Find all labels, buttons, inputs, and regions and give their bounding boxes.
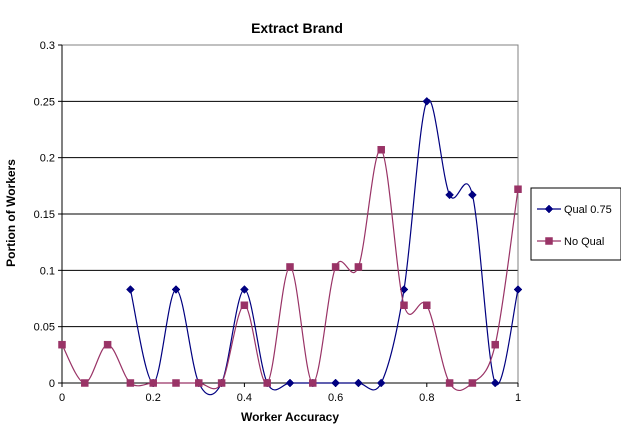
data-point-no-qual — [217, 379, 226, 387]
data-point-no-qual — [149, 379, 157, 387]
data-point-qual-0-75 — [376, 378, 386, 388]
data-point-no-qual — [240, 301, 249, 310]
series-line-qual-0-75 — [129, 98, 519, 396]
data-point-no-qual — [81, 379, 89, 387]
legend-box — [530, 187, 621, 261]
data-point-qual-0-75 — [490, 378, 500, 388]
x-tick-label: 0 — [59, 392, 65, 404]
data-point-no-qual — [126, 379, 135, 387]
x-tick-label: 0.6 — [328, 392, 343, 404]
chart-title: Extract Brand — [251, 20, 343, 36]
data-point-no-qual — [354, 263, 363, 271]
data-point-qual-0-75 — [285, 378, 295, 388]
data-point-qual-0-75 — [468, 190, 477, 200]
data-point-no-qual — [468, 379, 477, 387]
legend-marker-no-qual — [545, 237, 553, 245]
y-tick-label: 0 — [49, 378, 55, 390]
data-point-no-qual — [423, 301, 431, 310]
legend-marker-qual-0-75 — [544, 204, 554, 214]
legend-label-qual-0-75: Qual 0.75 — [564, 204, 612, 216]
y-axis-title: Portion of Workers — [4, 159, 18, 267]
y-tick-label: 0.05 — [34, 322, 55, 334]
data-point-qual-0-75 — [513, 285, 523, 294]
data-point-qual-0-75 — [445, 190, 454, 200]
data-point-no-qual — [514, 185, 522, 193]
data-point-no-qual — [400, 301, 408, 310]
x-tick-label: 0.2 — [146, 392, 161, 404]
x-tick-label: 0.4 — [237, 392, 252, 404]
data-point-no-qual — [286, 263, 294, 271]
data-point-no-qual — [331, 263, 340, 271]
data-point-no-qual — [58, 340, 66, 349]
y-tick-label: 0.1 — [40, 265, 55, 277]
legend: Qual 0.75 No Qual — [530, 187, 621, 261]
data-point-no-qual — [445, 379, 454, 387]
data-point-qual-0-75 — [354, 378, 363, 388]
legend-label-no-qual: No Qual — [564, 236, 604, 248]
data-point-no-qual — [377, 146, 385, 154]
x-axis-title: Worker Accuracy — [241, 410, 339, 424]
data-point-no-qual — [309, 379, 317, 387]
y-tick-label: 0.25 — [34, 96, 55, 108]
data-point-qual-0-75 — [422, 96, 432, 106]
y-tick-label: 0.15 — [34, 209, 55, 221]
data-point-qual-0-75 — [126, 285, 135, 294]
data-point-qual-0-75 — [331, 378, 340, 388]
data-point-no-qual — [491, 340, 499, 349]
x-tick-label: 1 — [515, 392, 521, 404]
y-tick-label: 0.2 — [40, 153, 55, 165]
data-point-qual-0-75 — [171, 285, 181, 294]
plot-area: 0 0.05 0.1 0.15 0.2 0.25 0.3 0 0.2 0.4 0.6 0.8 1 — [34, 40, 523, 404]
data-point-no-qual — [103, 340, 112, 349]
y-tick-label: 0.3 — [40, 40, 55, 52]
data-point-no-qual — [172, 379, 180, 387]
data-point-no-qual — [195, 379, 203, 387]
data-point-qual-0-75 — [240, 285, 249, 294]
data-point-no-qual — [263, 379, 271, 387]
x-tick-label: 0.8 — [419, 392, 434, 404]
